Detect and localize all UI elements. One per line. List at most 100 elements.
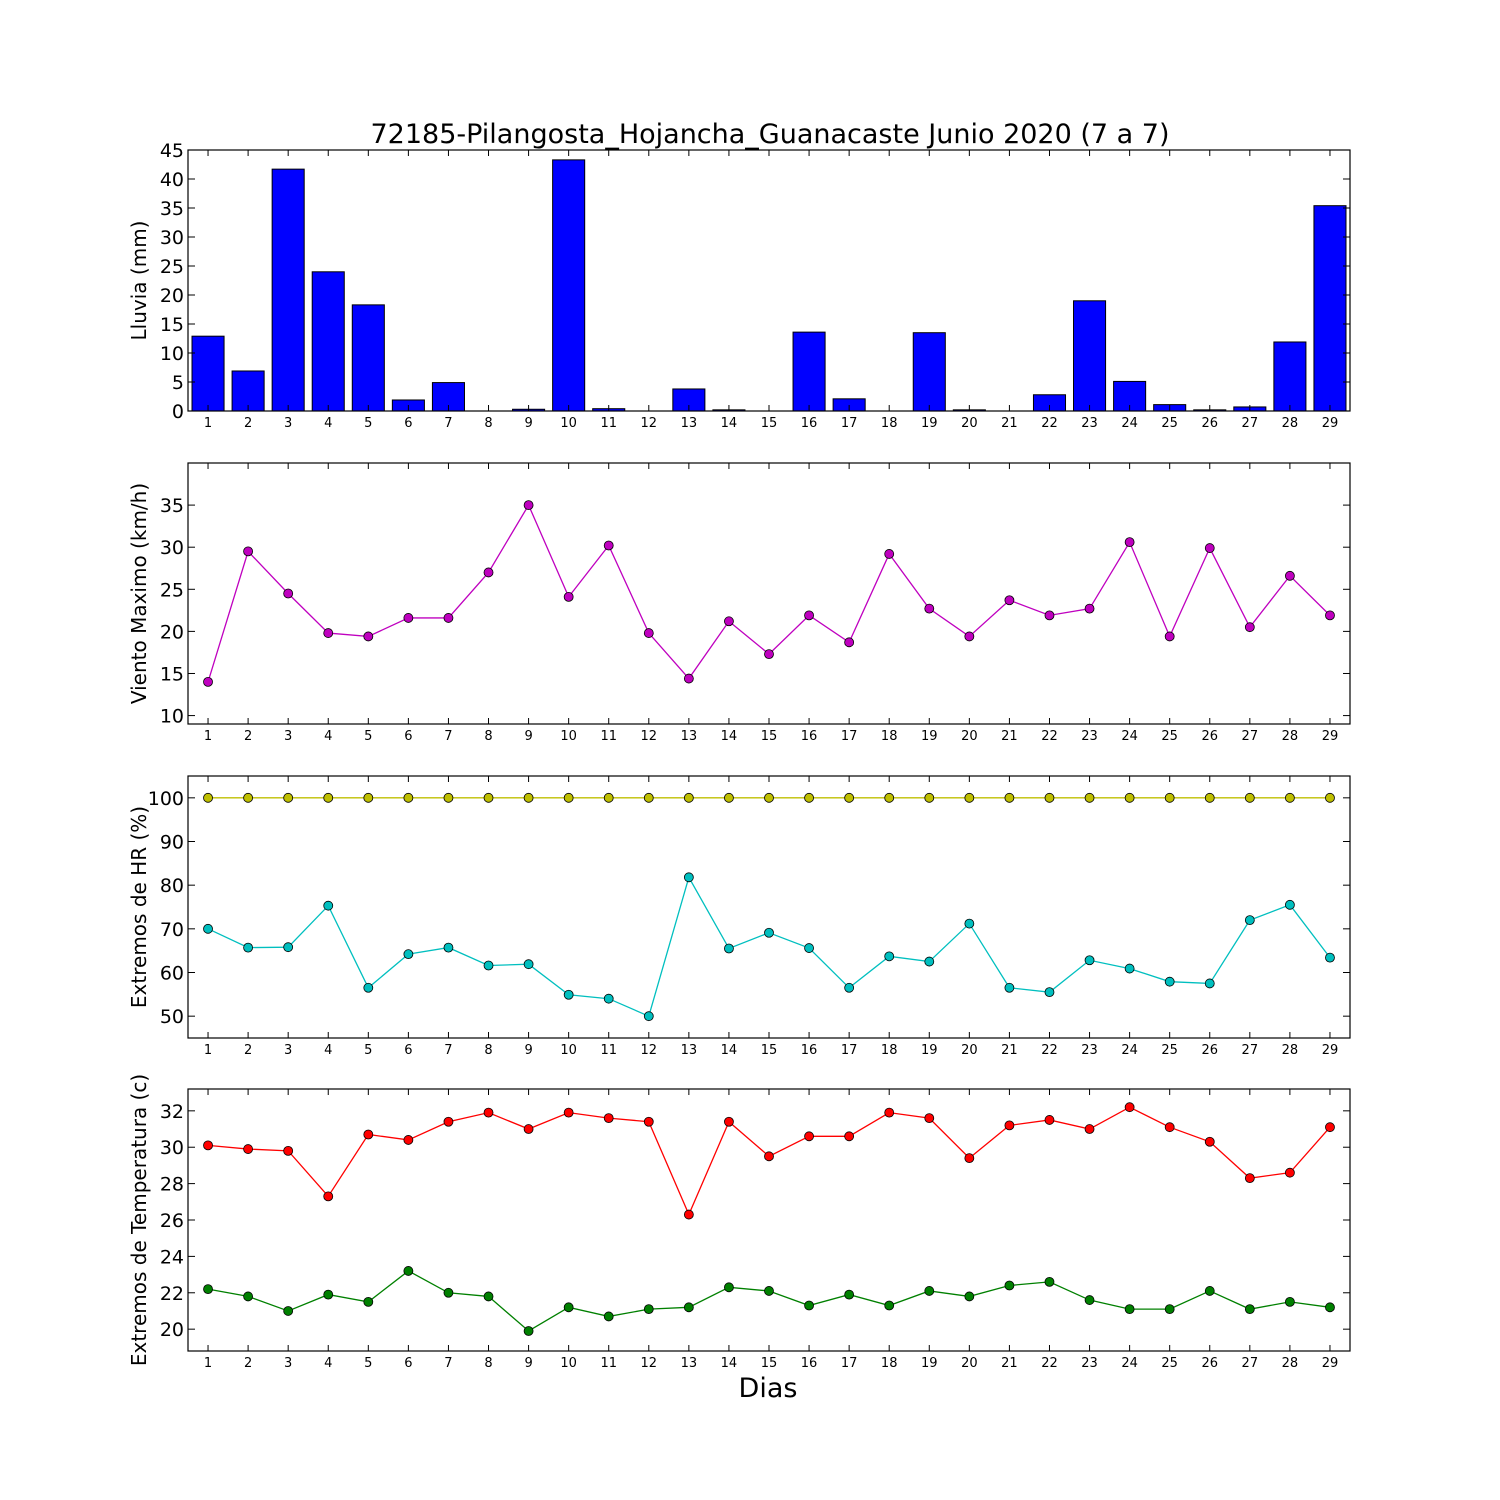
point-s2-day-6 xyxy=(403,1266,414,1276)
point-s1-day-16 xyxy=(804,1131,814,1142)
x-tick-label: 13 xyxy=(681,1043,698,1058)
bar-day-5 xyxy=(351,304,385,412)
x-tick-label: 13 xyxy=(681,729,698,744)
point-s2-day-25 xyxy=(1164,976,1175,987)
x-tick-label: 26 xyxy=(1201,416,1218,431)
point-s1-day-4 xyxy=(323,628,334,638)
axes-frame xyxy=(187,775,1351,1039)
point-s1-day-22 xyxy=(1044,792,1055,803)
x-tick-label: 6 xyxy=(404,729,412,744)
x-tick-label: 15 xyxy=(761,1043,778,1058)
point-s2-day-1 xyxy=(203,1284,213,1295)
x-tick-label: 10 xyxy=(560,416,577,431)
y-tick-label: 20 xyxy=(160,621,184,643)
point-s1-day-6 xyxy=(403,1135,414,1145)
x-tick-label: 11 xyxy=(600,729,617,744)
y-axis-label: Viento Maximo (km/h) xyxy=(127,483,151,704)
x-tick-label: 12 xyxy=(641,416,658,431)
y-axis-label: Lluvia (mm) xyxy=(127,221,151,341)
x-tick-label: 20 xyxy=(961,729,978,744)
point-s2-day-5 xyxy=(363,982,374,993)
x-tick-label: 28 xyxy=(1282,416,1299,431)
point-s2-day-2 xyxy=(243,942,254,953)
x-tick-label: 27 xyxy=(1242,729,1259,744)
point-s2-day-15 xyxy=(764,927,774,938)
x-tick-label: 19 xyxy=(921,1356,938,1371)
bar-day-23 xyxy=(1073,300,1107,412)
x-tick-label: 21 xyxy=(1001,729,1018,744)
point-s1-day-21 xyxy=(1004,595,1015,606)
y-tick-label: 30 xyxy=(160,227,184,249)
x-tick-label: 13 xyxy=(681,1356,698,1371)
x-tick-label: 19 xyxy=(921,1043,938,1058)
point-s2-day-18 xyxy=(884,1300,895,1311)
x-tick-label: 13 xyxy=(681,416,698,431)
x-tick-label: 20 xyxy=(961,416,978,431)
point-s1-day-18 xyxy=(884,549,895,559)
y-axis-label: Extremos de HR (%) xyxy=(127,806,151,1008)
bar-day-1 xyxy=(191,335,225,412)
point-s1-day-27 xyxy=(1244,1173,1255,1184)
point-s1-day-13 xyxy=(683,673,694,684)
y-tick-label: 80 xyxy=(160,875,184,897)
point-s2-day-3 xyxy=(283,1306,294,1316)
point-s1-day-21 xyxy=(1004,1120,1015,1131)
x-tick-label: 16 xyxy=(801,1043,818,1058)
x-tick-label: 20 xyxy=(961,1043,978,1058)
point-s1-day-23 xyxy=(1084,792,1095,803)
panel-2: 1 2 3 4 5 6 7 8 9 10 11 12 13 14 15 16 17 18 19 20 21 22 23 24 2… xyxy=(127,462,1351,744)
x-tick-label: 29 xyxy=(1322,1043,1339,1058)
point-s2-day-20 xyxy=(964,1291,975,1302)
y-tick-label: 24 xyxy=(160,1246,184,1268)
point-s1-day-23 xyxy=(1084,603,1095,614)
point-s2-day-19 xyxy=(924,956,935,967)
bar-day-29 xyxy=(1313,205,1347,412)
y-tick-label: 30 xyxy=(160,1137,184,1159)
y-tick-label: 0 xyxy=(172,401,184,423)
x-tick-label: 11 xyxy=(600,1043,617,1058)
x-tick-label: 14 xyxy=(721,1356,738,1371)
y-tick-label: 26 xyxy=(160,1210,184,1232)
x-tick-label: 18 xyxy=(881,1356,898,1371)
x-tick-label: 7 xyxy=(444,416,452,431)
x-tick-label: 28 xyxy=(1282,729,1299,744)
point-s2-day-28 xyxy=(1285,899,1295,910)
x-tick-label: 8 xyxy=(484,416,492,431)
y-tick-label: 22 xyxy=(160,1283,184,1305)
x-tick-label: 10 xyxy=(560,1356,577,1371)
point-s1-day-18 xyxy=(884,1107,895,1118)
point-s1-day-10 xyxy=(563,591,574,602)
x-tick-label: 12 xyxy=(641,1356,658,1371)
point-s1-day-17 xyxy=(844,637,855,648)
point-s1-day-20 xyxy=(964,631,975,642)
point-s1-day-17 xyxy=(844,1131,855,1142)
x-tick-label: 3 xyxy=(284,729,292,744)
point-s1-day-3 xyxy=(283,588,294,599)
point-s1-day-15 xyxy=(764,649,774,660)
x-tick-label: 4 xyxy=(324,416,332,431)
point-s1-day-1 xyxy=(203,677,213,687)
point-s2-day-7 xyxy=(443,1287,454,1298)
x-tick-label: 19 xyxy=(921,416,938,431)
y-tick-label: 15 xyxy=(160,663,184,685)
point-s2-day-2 xyxy=(243,1291,254,1302)
y-tick-label: 15 xyxy=(160,314,184,336)
x-tick-label: 25 xyxy=(1161,1356,1178,1371)
x-tick-label: 8 xyxy=(484,729,492,744)
point-s1-day-18 xyxy=(884,792,895,803)
x-tick-label: 22 xyxy=(1041,1043,1058,1058)
point-s2-day-14 xyxy=(724,1282,734,1293)
point-s1-day-3 xyxy=(283,792,294,803)
y-tick-label: 10 xyxy=(160,343,184,365)
x-tick-label: 28 xyxy=(1282,1356,1299,1371)
x-tick-label: 15 xyxy=(761,729,778,744)
point-s1-day-2 xyxy=(243,1144,254,1154)
x-tick-label: 7 xyxy=(444,1043,452,1058)
y-tick-label: 100 xyxy=(148,788,184,810)
point-s2-day-20 xyxy=(964,918,975,929)
x-tick-label: 29 xyxy=(1322,729,1339,744)
x-tick-label: 4 xyxy=(324,1356,332,1371)
bar-day-3 xyxy=(271,168,305,412)
x-tick-label: 3 xyxy=(284,1356,292,1371)
